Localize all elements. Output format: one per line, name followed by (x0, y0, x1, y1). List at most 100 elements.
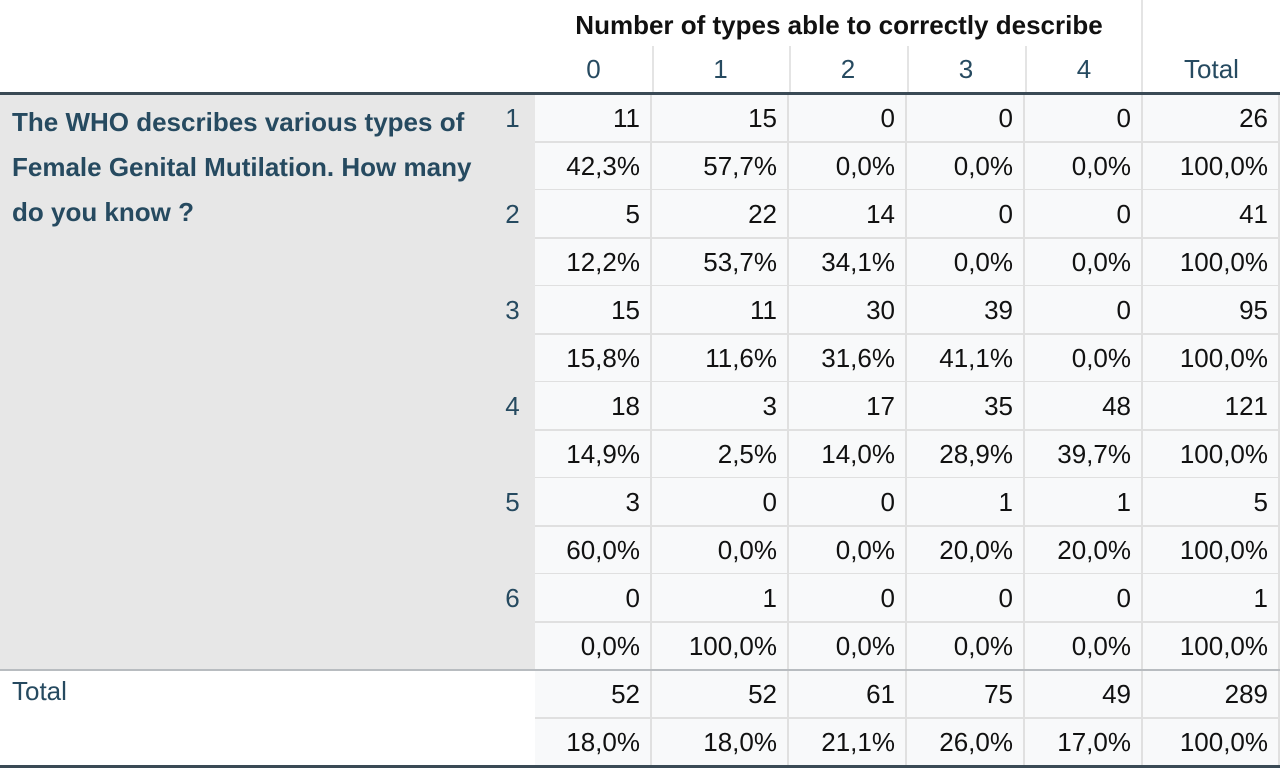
table-cell: 52 (535, 670, 652, 718)
column-separator (907, 46, 909, 92)
table-cell: 60,0% (535, 526, 652, 574)
table-cell: 0 (652, 478, 789, 526)
table-cell: 11,6% (652, 334, 789, 382)
table-cell: 100,0% (1143, 718, 1280, 766)
table-cell: 26,0% (907, 718, 1025, 766)
total-header-background (0, 670, 535, 766)
table-cell: 14 (789, 190, 907, 238)
table-cell: 0,0% (907, 238, 1025, 286)
table-cell: 61 (789, 670, 907, 718)
table-cell: 0,0% (535, 622, 652, 670)
total-row-label: Total (12, 676, 67, 706)
table-cell: 5 (1143, 478, 1280, 526)
column-header: 3 (958, 53, 974, 84)
table-cell: 39,7% (1025, 430, 1143, 478)
table-cell: 18 (535, 382, 652, 430)
table-cell: 41,1% (907, 334, 1025, 382)
column-header: Total (1184, 53, 1239, 84)
table-cell: 49 (1025, 670, 1143, 718)
row-separator (535, 141, 1280, 143)
table-cell: 100,0% (1143, 526, 1280, 574)
table-cell: 3 (535, 478, 652, 526)
row-separator (535, 429, 1280, 431)
table-cell: 2,5% (652, 430, 789, 478)
column-variable-title: Number of types able to correctly descri… (575, 9, 1103, 40)
table-cell: 0,0% (1025, 334, 1143, 382)
table-cell: 0,0% (789, 142, 907, 190)
table-cell: 100,0% (1143, 622, 1280, 670)
table-cell: 35 (907, 382, 1025, 430)
table-cell: 0 (1025, 286, 1143, 334)
row-separator (535, 525, 1280, 527)
table-cell: 21,1% (789, 718, 907, 766)
column-separator (1141, 0, 1143, 92)
table-cell: 0,0% (652, 526, 789, 574)
table-cell: 28,9% (907, 430, 1025, 478)
table-cell: 0,0% (1025, 622, 1143, 670)
table-cell: 18,0% (652, 718, 789, 766)
table-cell: 0 (789, 478, 907, 526)
row-separator (535, 333, 1280, 335)
table-cell: 0 (535, 574, 652, 622)
table-cell: 15 (652, 94, 789, 142)
row-variable-label: The WHO describes various types of Femal… (12, 107, 472, 227)
row-category-label: 4 (505, 390, 520, 421)
table-cell: 57,7% (652, 142, 789, 190)
row-separator (535, 621, 1280, 623)
table-cell: 20,0% (1025, 526, 1143, 574)
table-bottom-border (0, 765, 1280, 768)
table-cell: 15 (535, 286, 652, 334)
table-cell: 14,0% (789, 430, 907, 478)
table-cell: 14,9% (535, 430, 652, 478)
column-header: 2 (840, 53, 856, 84)
table-cell: 42,3% (535, 142, 652, 190)
table-cell: 95 (1143, 286, 1280, 334)
table-cell: 0 (907, 574, 1025, 622)
table-cell: 100,0% (1143, 238, 1280, 286)
table-cell: 5 (535, 190, 652, 238)
table-cell: 0 (1025, 190, 1143, 238)
table-cell: 0,0% (907, 142, 1025, 190)
table-cell: 0 (1025, 94, 1143, 142)
table-cell: 15,8% (535, 334, 652, 382)
column-header: 1 (713, 53, 728, 84)
table-cell: 11 (652, 286, 789, 334)
column-header: 0 (586, 53, 601, 84)
table-cell: 22 (652, 190, 789, 238)
row-separator (535, 237, 1280, 239)
row-category-label: 5 (505, 486, 520, 517)
table-cell: 26 (1143, 94, 1280, 142)
column-header: 4 (1076, 53, 1092, 84)
column-separator (1025, 46, 1027, 92)
table-cell: 75 (907, 670, 1025, 718)
table-cell: 1 (1025, 478, 1143, 526)
row-category-label: 3 (505, 294, 520, 325)
table-cell: 100,0% (1143, 142, 1280, 190)
table-cell: 17 (789, 382, 907, 430)
table-cell: 0 (789, 574, 907, 622)
header-divider (0, 92, 1280, 95)
table-cell: 0,0% (789, 526, 907, 574)
table-cell: 0 (1025, 574, 1143, 622)
table-cell: 11 (535, 94, 652, 142)
table-cell: 0,0% (907, 622, 1025, 670)
table-cell: 53,7% (652, 238, 789, 286)
table-cell: 52 (652, 670, 789, 718)
table-cell: 0,0% (1025, 238, 1143, 286)
table-cell: 17,0% (1025, 718, 1143, 766)
table-cell: 48 (1025, 382, 1143, 430)
column-separator (652, 46, 654, 92)
row-header-background (0, 94, 535, 670)
table-cell: 0 (907, 190, 1025, 238)
table-cell: 18,0% (535, 718, 652, 766)
table-cell: 30 (789, 286, 907, 334)
table-cell: 100,0% (1143, 430, 1280, 478)
row-category-label: 1 (505, 102, 520, 133)
table-cell: 31,6% (789, 334, 907, 382)
table-cell: 39 (907, 286, 1025, 334)
table-cell: 3 (652, 382, 789, 430)
table-cell: 34,1% (789, 238, 907, 286)
table-cell: 1 (907, 478, 1025, 526)
table-cell: 289 (1143, 670, 1280, 718)
